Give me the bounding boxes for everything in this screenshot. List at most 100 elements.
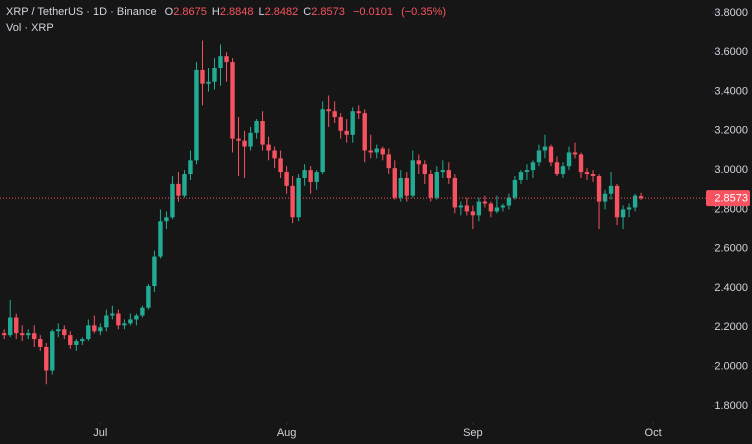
symbol-title: XRP / TetherUS · 1D · Binance [6,6,157,18]
candle-body [410,160,415,196]
candle-body [206,81,211,84]
candle-body [590,174,596,177]
candle-body [428,174,434,198]
candle-body [182,174,187,196]
candle-body [110,313,115,316]
x-tick-label: Sep [463,427,483,439]
candle-body [302,170,307,178]
y-tick-label: 2.2000 [714,321,748,333]
y-tick-label: 2.6000 [714,243,748,255]
candle-body [2,333,7,336]
candle-body [224,56,229,63]
candle-body [548,146,554,163]
candle-body [140,307,145,316]
ohlc-key: O [164,6,174,18]
candle-body [452,177,458,208]
candle-body [560,166,566,175]
candle-body [152,256,157,287]
candle-body [254,121,259,133]
candle-body [374,148,379,153]
candle-body [170,183,175,218]
candle-body [572,152,578,155]
candle-body [566,152,572,167]
candle-body [122,323,127,326]
candle-body [230,62,235,139]
candle-body [350,111,355,135]
candle-body [542,146,548,151]
ohlc-key: H [211,6,220,18]
candle-body [434,172,440,198]
candle-body [62,329,67,336]
candle-body [632,195,638,208]
candle-body [524,170,530,173]
candle-body [104,315,109,328]
candle-body [422,164,427,175]
candle-body [74,341,79,345]
candle-body [530,162,536,171]
ohlc-value: 2.8573 [311,6,345,18]
candle-body [236,138,241,141]
candle-body [242,140,247,147]
candle-body [56,329,61,332]
candle-body [200,69,205,84]
y-tick-label: 3.8000 [714,7,748,19]
candle-body [470,211,476,216]
candle-body [488,203,494,212]
candle-body [128,319,133,324]
candle-body [284,172,289,186]
candle-body [116,313,121,326]
candle-body [8,317,13,336]
candle-body [146,286,151,308]
x-tick-label: Oct [645,427,662,439]
y-tick-label: 3.4000 [714,85,748,97]
candle-body [464,205,470,212]
y-tick-label: 2.8000 [714,203,748,215]
candle-body [626,207,632,210]
candle-body [614,185,620,218]
y-tick-label: 2.4000 [714,282,748,294]
x-tick-label: Aug [277,427,297,439]
candle-body [314,172,319,182]
candle-body [194,69,199,161]
candles [2,40,644,385]
candle-body [332,111,337,118]
candle-body [380,148,385,155]
candle-body [134,315,139,320]
candle-body [386,154,391,169]
candle-body [536,150,542,163]
x-tick-label: Jul [93,427,107,439]
ohlc-values: O2.8675 H2.8848 L2.8482 C2.8573 [160,6,345,18]
ohlc-key: L [258,6,265,18]
candle-body [266,144,271,151]
candle-body [14,317,19,334]
candle-body [80,339,85,342]
candle-body [440,170,446,173]
candle-body [476,201,482,216]
candle-body [188,160,193,175]
candle-body [158,221,163,257]
ohlc-value: 2.8675 [173,6,207,18]
candle-body [506,197,512,206]
candle-body [86,325,91,340]
candle-body [278,158,283,173]
candle-body [26,333,31,336]
candle-body [494,207,500,212]
candle-body [512,179,518,198]
candle-body [248,132,253,147]
ohlc-value: 2.8848 [219,6,254,18]
candle-body [260,121,265,145]
y-tick-label: 2.0000 [714,361,748,373]
candle-body [584,172,590,175]
candle-body [578,154,584,173]
candle-body [620,209,626,218]
candle-body [608,185,614,194]
candle-body [518,172,524,180]
header-line: XRP / TetherUS · 1D · Binance O2.8675 H2.… [6,4,446,20]
candle-body [482,201,488,204]
candle-body [602,193,608,202]
candle-body [50,331,55,371]
candle-body [446,170,452,178]
candle-body [176,183,181,196]
